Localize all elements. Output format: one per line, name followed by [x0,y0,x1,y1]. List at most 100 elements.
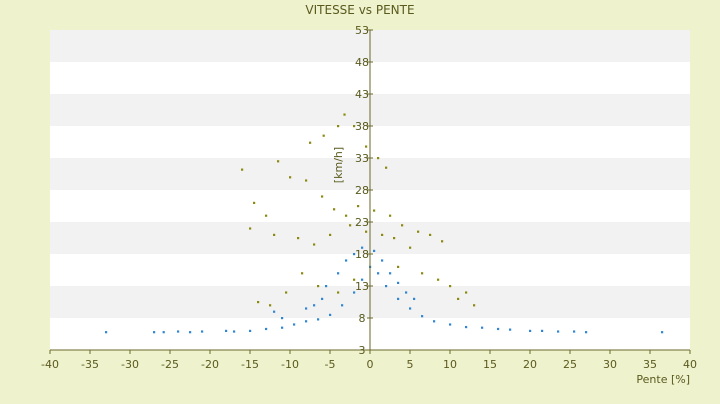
data-point-series-2 [377,272,380,275]
data-point-series-2 [225,329,228,332]
x-tick-label: 10 [443,358,457,371]
data-point-series-2 [397,281,400,284]
data-point-series-1 [385,166,388,169]
data-point-series-2 [373,249,376,252]
data-point-series-2 [293,323,296,326]
x-tick-label: -20 [201,358,219,371]
x-tick-label: 30 [603,358,617,371]
data-point-series-2 [162,331,165,334]
data-point-series-2 [313,304,316,307]
data-point-series-1 [305,179,308,182]
x-tick-label: -15 [241,358,259,371]
x-tick-label: -10 [281,358,299,371]
y-tick-label: 28 [355,184,369,197]
y-tick-label: 33 [355,152,369,165]
data-point-series-2 [449,323,452,326]
data-point-series-1 [377,157,380,160]
chart-title: VITESSE vs PENTE [305,3,414,17]
data-point-series-2 [317,318,320,321]
y-tick-label: 53 [355,24,369,37]
y-tick-label: 3 [359,344,366,357]
data-point-series-2 [573,330,576,333]
data-point-series-1 [322,134,325,137]
x-tick-labels: -40 -35 -30 -25 -20 -15 -10 -5 0 5 10 15 20 25 30 35 40 [41,358,697,371]
data-point-series-1 [313,243,316,246]
data-point-series-1 [373,209,376,212]
x-tick-label: 35 [643,358,657,371]
x-tick-label: 25 [563,358,577,371]
data-point-series-1 [353,278,356,281]
y-tick-label: 48 [355,56,369,69]
data-point-series-2 [305,307,308,310]
data-point-series-1 [337,125,340,128]
data-point-series-2 [353,253,356,256]
x-tick-label: 0 [367,358,374,371]
data-point-series-2 [509,328,512,331]
data-point-series-1 [269,304,272,307]
y-axis-label: [km/h] [332,147,345,183]
data-point-series-2 [541,329,544,332]
data-point-series-2 [405,291,408,294]
data-point-series-1 [437,278,440,281]
data-point-series-2 [273,310,276,313]
data-point-series-1 [393,237,396,240]
data-point-series-2 [345,259,348,262]
data-point-series-2 [265,327,268,331]
x-tick-label: -5 [325,358,336,371]
data-point-series-1 [465,291,468,294]
data-point-series-1 [409,246,412,249]
data-point-series-1 [381,233,384,236]
data-point-series-1 [457,297,460,300]
data-point-series-2 [201,330,204,333]
y-tick-label: 13 [355,280,369,293]
data-point-series-1 [389,214,392,217]
data-point-series-1 [345,214,348,217]
data-point-series-2 [361,246,364,249]
data-point-series-1 [397,265,400,268]
data-point-series-2 [361,278,364,281]
data-point-series-2 [233,330,236,333]
data-point-series-2 [353,291,356,294]
data-point-series-1 [253,201,256,204]
data-point-series-1 [429,233,432,236]
data-point-series-1 [317,285,320,288]
data-point-series-2 [661,331,664,334]
data-point-series-1 [449,285,452,288]
data-point-series-1 [277,160,280,163]
data-point-series-1 [401,224,404,227]
data-point-series-1 [297,237,300,240]
data-point-series-2 [421,315,424,318]
data-point-series-1 [301,272,304,275]
data-point-series-2 [105,331,108,334]
data-points [105,113,664,334]
data-point-series-1 [329,233,332,236]
data-point-series-2 [381,259,384,262]
x-tick-label: -30 [121,358,139,371]
data-point-series-1 [365,145,368,148]
data-point-series-2 [397,297,400,300]
y-tick-label: 38 [355,120,369,133]
data-point-series-1 [417,230,420,233]
y-tick-label: 43 [355,88,369,101]
x-axis-label: Pente [%] [636,373,690,386]
data-point-series-1 [441,240,444,243]
data-point-series-1 [365,230,368,233]
x-tick-label: -40 [41,358,59,371]
data-point-series-1 [257,301,260,304]
data-point-series-1 [273,233,276,236]
data-point-series-2 [497,327,500,331]
data-point-series-2 [329,313,332,316]
data-point-series-2 [249,329,252,332]
data-point-series-1 [309,141,312,144]
data-point-series-2 [337,272,340,275]
x-tick-label: -25 [161,358,179,371]
data-point-series-2 [177,330,180,333]
data-point-series-1 [321,195,324,198]
data-point-series-2 [529,329,532,332]
data-point-series-2 [557,330,560,333]
data-point-series-1 [343,113,346,116]
data-point-series-2 [433,320,436,323]
